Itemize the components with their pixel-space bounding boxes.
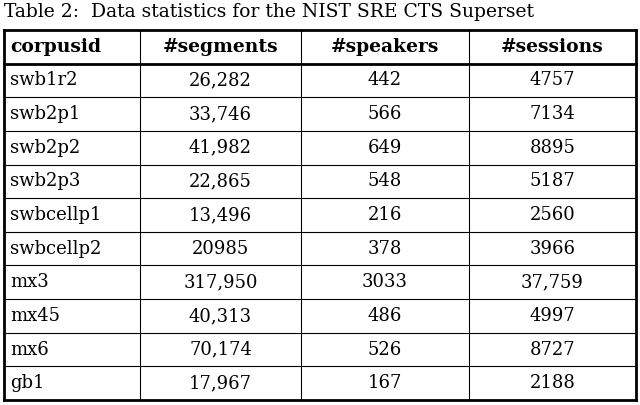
Text: 13,496: 13,496 <box>189 206 252 224</box>
Text: 4997: 4997 <box>529 307 575 325</box>
Text: 37,759: 37,759 <box>521 273 584 291</box>
Text: #speakers: #speakers <box>331 38 439 56</box>
Text: 26,282: 26,282 <box>189 71 252 90</box>
Text: mx3: mx3 <box>10 273 49 291</box>
Text: 70,174: 70,174 <box>189 341 252 358</box>
Text: 526: 526 <box>367 341 402 358</box>
Text: swb2p2: swb2p2 <box>10 139 80 157</box>
Text: 3966: 3966 <box>529 240 575 258</box>
Text: 20985: 20985 <box>192 240 249 258</box>
Text: 5187: 5187 <box>529 173 575 190</box>
Text: mx6: mx6 <box>10 341 49 358</box>
Text: 167: 167 <box>367 374 402 392</box>
Text: 2188: 2188 <box>529 374 575 392</box>
Text: 317,950: 317,950 <box>183 273 258 291</box>
Text: 17,967: 17,967 <box>189 374 252 392</box>
Text: gb1: gb1 <box>10 374 45 392</box>
Text: Table 2:  Data statistics for the NIST SRE CTS Superset: Table 2: Data statistics for the NIST SR… <box>4 3 534 21</box>
Text: 378: 378 <box>367 240 402 258</box>
Text: 548: 548 <box>367 173 402 190</box>
Text: 8727: 8727 <box>529 341 575 358</box>
Text: 7134: 7134 <box>529 105 575 123</box>
Text: 2560: 2560 <box>529 206 575 224</box>
Text: swb2p1: swb2p1 <box>10 105 81 123</box>
Text: 33,746: 33,746 <box>189 105 252 123</box>
Text: swb1r2: swb1r2 <box>10 71 77 90</box>
Text: mx45: mx45 <box>10 307 60 325</box>
Text: 649: 649 <box>367 139 402 157</box>
Text: #segments: #segments <box>163 38 278 56</box>
Text: swb2p3: swb2p3 <box>10 173 81 190</box>
Text: swbcellp1: swbcellp1 <box>10 206 102 224</box>
Text: 486: 486 <box>367 307 402 325</box>
Text: 4757: 4757 <box>529 71 575 90</box>
Text: 22,865: 22,865 <box>189 173 252 190</box>
Text: 8895: 8895 <box>529 139 575 157</box>
Text: 442: 442 <box>368 71 402 90</box>
Text: swbcellp2: swbcellp2 <box>10 240 101 258</box>
Text: 216: 216 <box>367 206 402 224</box>
Text: corpusid: corpusid <box>10 38 101 56</box>
Text: #sessions: #sessions <box>501 38 604 56</box>
Text: 41,982: 41,982 <box>189 139 252 157</box>
Text: 566: 566 <box>367 105 402 123</box>
Text: 3033: 3033 <box>362 273 408 291</box>
Text: 40,313: 40,313 <box>189 307 252 325</box>
